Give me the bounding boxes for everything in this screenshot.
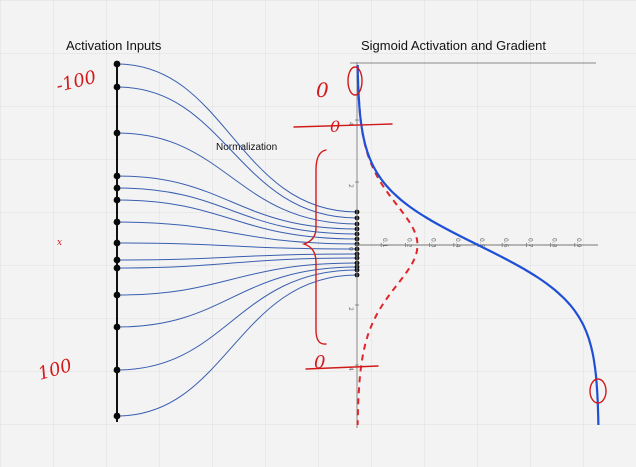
input-dot xyxy=(113,264,121,272)
brace-mark xyxy=(301,149,327,345)
input-dot xyxy=(113,129,121,137)
normalization-curve xyxy=(116,221,358,245)
x-axis-ticks: 0.1 0.2 0.3 0.4 0.5 0.6 0.7 0.8 0.9 xyxy=(380,238,582,248)
x-tick-label: 0.7 xyxy=(526,238,533,248)
x-tick-label: 0.2 xyxy=(405,238,412,248)
input-dot xyxy=(113,256,121,264)
input-dot xyxy=(113,184,121,192)
underline-top-mark xyxy=(293,123,393,128)
input-dot xyxy=(113,196,121,204)
input-dot xyxy=(113,60,121,68)
normalization-curve xyxy=(116,269,358,371)
activation-inputs-title: Activation Inputs xyxy=(66,38,162,53)
hand-100: 100 xyxy=(36,355,75,385)
input-dot xyxy=(113,291,121,299)
normalization-label: Normalization xyxy=(216,142,278,153)
input-dot xyxy=(113,218,121,226)
x-tick-label: 0.3 xyxy=(430,238,437,248)
input-dot xyxy=(113,412,121,420)
input-dot xyxy=(113,323,121,331)
x-tick-label: 0.8 xyxy=(551,238,558,248)
normalization-curve xyxy=(116,63,358,213)
circle-bottom-mark xyxy=(589,378,607,404)
input-dot xyxy=(113,239,121,247)
normalization-curve xyxy=(116,266,358,328)
y-axis-ticks: 4 2 0 2 4 xyxy=(347,119,359,371)
input-dot xyxy=(113,366,121,374)
normalization-curve xyxy=(116,242,358,250)
x-tick-label: 0.1 xyxy=(381,238,388,248)
hand-zero-top: 0 xyxy=(316,78,329,102)
y-tick-label: 2 xyxy=(347,184,354,188)
y-tick-label: 0 xyxy=(347,247,354,251)
input-dot xyxy=(113,172,121,180)
circle-top-mark xyxy=(347,66,363,96)
x-tick-label: 0.5 xyxy=(478,238,485,248)
normalization-curve xyxy=(116,253,358,261)
y-tick-label: 4 xyxy=(347,367,354,371)
x-tick-label: 0.6 xyxy=(502,238,509,248)
input-dot xyxy=(113,83,121,91)
normalization-curve xyxy=(116,274,358,417)
underline-bottom-mark xyxy=(305,365,379,370)
hand-minus-100: -100 xyxy=(54,67,98,97)
x-tick-label: 0.9 xyxy=(575,238,582,248)
handwritten-annotations xyxy=(293,66,607,404)
hand-x-mark: x xyxy=(57,238,62,248)
normalization-curve xyxy=(116,257,358,269)
input-dots xyxy=(113,60,121,420)
hand-zero-bottom: 0 xyxy=(314,352,325,373)
x-tick-label: 0.4 xyxy=(454,238,461,248)
normalization-curve xyxy=(116,86,358,219)
y-tick-label: 2 xyxy=(347,307,354,311)
hand-zero-second: 0 xyxy=(330,117,340,136)
normalization-curve xyxy=(116,199,358,240)
sigmoid-title: Sigmoid Activation and Gradient xyxy=(361,38,546,53)
y-tick-label: 4 xyxy=(347,122,354,126)
